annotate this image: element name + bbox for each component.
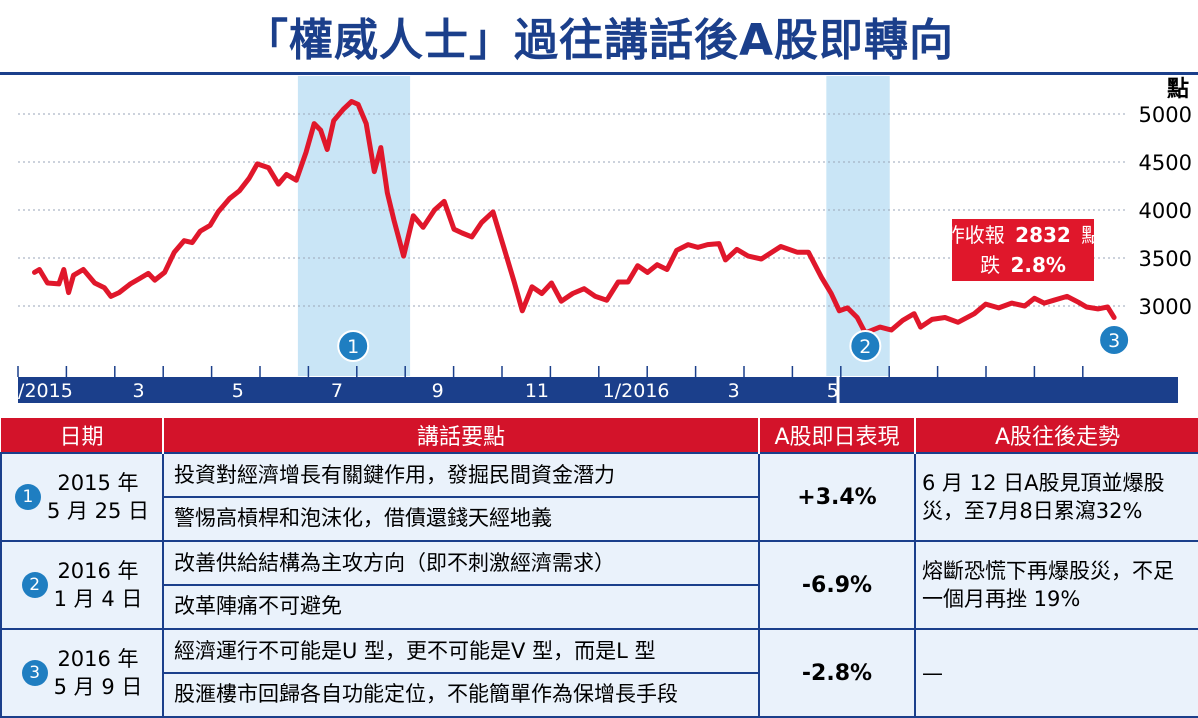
x-tick-label: 3 — [728, 380, 740, 402]
marker-circle — [1098, 324, 1131, 356]
speech-point: 投資對經濟增長有關鍵作用，發掘民間資金潛力 — [174, 463, 615, 487]
trend-cell: — — [914, 628, 1198, 718]
y-tick-label: 5000 — [1139, 103, 1192, 127]
callout-box — [952, 219, 1094, 281]
highlight-bands — [297, 76, 890, 376]
x-tick-label: 7 — [331, 380, 343, 402]
points-cell: 經濟運行不可能是U 型，更不可能是V 型，而是L 型股滙樓市回歸各自功能定位，不… — [162, 628, 760, 718]
x-tick-label: 9 — [432, 380, 444, 402]
speech-point: 改革陣痛不可避免 — [164, 584, 758, 627]
date-day: 5 月 9 日 — [53, 675, 143, 699]
header-points: 講話要點 — [162, 418, 759, 453]
table-row: 1 2015 年 5 月 25 日投資對經濟增長有關鍵作用，發掘民間資金潛力警惕高槓… — [0, 452, 1198, 542]
speech-point: 經濟運行不可能是U 型，更不可能是V 型，而是L 型 — [174, 639, 656, 663]
x-tick-label: 5 — [827, 380, 839, 402]
callout-line2: 跌 2.8% — [980, 253, 1066, 277]
y-axis-unit: 點 — [1167, 77, 1189, 102]
callout-change: 2.8% — [1010, 253, 1065, 277]
x-tick-label: 5 — [232, 380, 244, 402]
date-cell: 3 2016 年 5 月 9 日 — [0, 628, 164, 718]
trend-cell: 熔斷恐慌下再爆股災，不足一個月再挫 19% — [914, 540, 1198, 630]
date-year: 2016 年 — [57, 558, 139, 583]
callout-suffix: 點 — [1081, 223, 1101, 247]
event-markers: 1 2 3 — [337, 324, 1131, 362]
marker-label: 1 — [347, 336, 359, 358]
speech-table: 日期 講話要點 A股即日表現 A股往後走勢 1 2015 年 5 月 25 日投資對… — [0, 418, 1198, 718]
callout-prefix: 昨收報 — [945, 223, 1005, 247]
header-trend: A股往後走勢 — [914, 418, 1198, 453]
date-cell: 1 2015 年 5 月 25 日 — [0, 452, 164, 542]
highlight-band — [826, 76, 890, 376]
date-year: 2016 年 — [57, 646, 139, 671]
callout-line1: 昨收報 2832 點 — [945, 223, 1101, 247]
points-cell: 投資對經濟增長有關鍵作用，發掘民間資金潛力警惕高槓桿和泡沫化，借債還錢天經地義 — [162, 452, 760, 542]
same-day-change: -2.8% — [758, 628, 916, 718]
chart-title: 「權威人士」過往講話後A股即轉向 — [243, 15, 955, 66]
y-tick-labels: 3000 3500 4000 4500 5000 — [1139, 103, 1192, 319]
y-tick-label: 4000 — [1139, 199, 1192, 223]
table-header-row: 日期 講話要點 A股即日表現 A股往後走勢 — [1, 418, 1198, 453]
y-tick-label: 3500 — [1139, 247, 1192, 271]
x-tick-label: 11 — [525, 380, 549, 402]
callout-value: 2832 — [1015, 223, 1071, 247]
x-tick-label: 1/2015 — [6, 380, 73, 402]
date-cell: 2 2016 年 1 月 4 日 — [0, 540, 164, 630]
event-number-icon: 1 — [14, 484, 41, 510]
x-tick-label: 1/2016 — [603, 380, 670, 402]
price-callout: 昨收報 2832 點 跌 2.8% — [945, 219, 1101, 281]
date-day: 1 月 4 日 — [53, 587, 143, 611]
speech-point: 警惕高槓桿和泡沫化，借債還錢天經地義 — [164, 496, 758, 539]
same-day-change: -6.9% — [758, 540, 916, 630]
x-axis-bar — [18, 377, 1178, 403]
y-tick-label: 4500 — [1139, 151, 1192, 175]
header-date: 日期 — [1, 418, 163, 453]
speech-point: 股滙樓市回歸各自功能定位，不能簡單作為保增長手段 — [164, 672, 758, 715]
x-tick-labels: 1/2015 3 5 7 9 11 1/2016 3 5 — [6, 366, 1084, 403]
series-line — [32, 99, 1117, 336]
trend-cell: 6 月 12 日A股見頂並爆股災，至7月8日累瀉32% — [914, 452, 1198, 542]
marker-circle — [337, 330, 370, 362]
callout-prefix2: 跌 — [980, 253, 1000, 277]
marker-label: 2 — [859, 336, 871, 358]
speech-point: 改善供給結構為主攻方向（即不刺激經濟需求） — [174, 551, 615, 575]
marker-label: 3 — [1108, 330, 1120, 352]
marker-circle — [849, 330, 882, 362]
date-day: 5 月 25 日 — [46, 499, 150, 523]
event-number-icon: 2 — [21, 572, 48, 598]
y-tick-label: 3000 — [1139, 295, 1192, 319]
date-year: 2015 年 — [57, 470, 139, 495]
title-rule — [0, 72, 1198, 75]
points-cell: 改善供給結構為主攻方向（即不刺激經濟需求） 改革陣痛不可避免 — [162, 540, 760, 630]
x-tick-label: 3 — [133, 380, 145, 402]
table-row: 2 2016 年 1 月 4 日 改善供給結構為主攻方向（即不刺激經濟需求） 改革陣痛不… — [0, 540, 1198, 630]
same-day-change: +3.4% — [758, 452, 916, 542]
header-same-day: A股即日表現 — [758, 418, 915, 453]
event-number-icon: 3 — [21, 660, 48, 686]
